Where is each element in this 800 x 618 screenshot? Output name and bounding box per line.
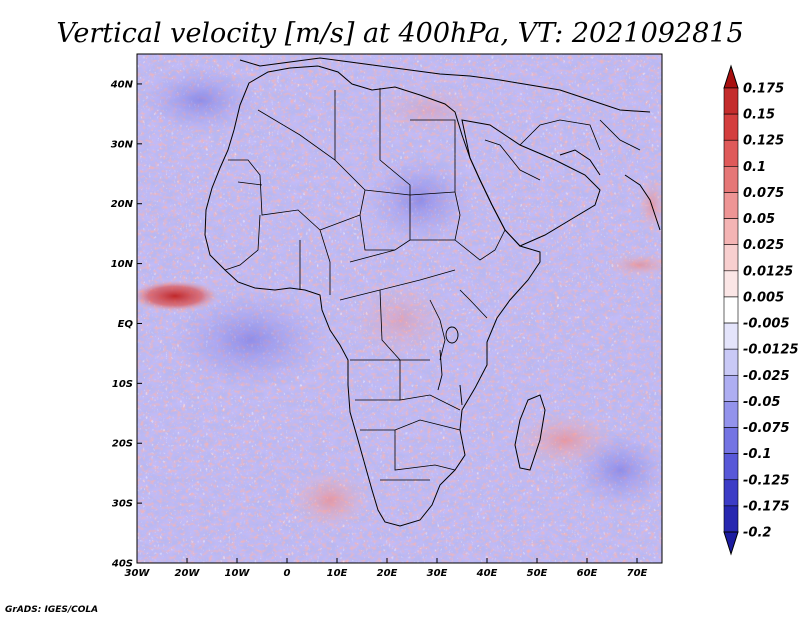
- lake-victoria: [445, 326, 459, 344]
- y-tick-label: 40N: [110, 79, 134, 90]
- colorbar-segment: [723, 296, 739, 324]
- velocity-field: [137, 54, 662, 563]
- colorbar-label: 0.15: [743, 108, 775, 123]
- madagascar-coastline: [514, 394, 546, 471]
- europe-coastline: [239, 57, 651, 113]
- colorbar-segment: [723, 192, 739, 219]
- arabian-sea-updraft: [605, 253, 662, 277]
- x-tick-label: 30W: [125, 568, 151, 579]
- colorbar-label: -0.05: [743, 395, 780, 410]
- lakes: [437, 326, 463, 406]
- y-tick-label: 20N: [111, 199, 134, 210]
- colorbar: 0.175 0.15 0.125 0.1 0.075 0.05 0.025 0.0125 0.0…: [723, 64, 799, 556]
- x-tick-label: 20W: [175, 568, 201, 579]
- coastlines: [204, 57, 661, 527]
- colorbar-segment: [723, 87, 739, 115]
- colorbar-segment: [723, 270, 739, 298]
- x-tick-label: 0: [284, 568, 291, 579]
- colorbar-top-arrow: [723, 64, 739, 89]
- colorbar-label: -0.025: [743, 369, 790, 384]
- colorbar-segment: [723, 322, 739, 350]
- colorbar-label: 0.1: [743, 160, 766, 175]
- y-tick-label: 20S: [112, 439, 133, 450]
- map-frame: [136, 53, 663, 564]
- lake-malawi: [459, 384, 463, 406]
- colorbar-segment: [723, 427, 739, 454]
- colorbar-label: 0.0125: [743, 264, 793, 279]
- colorbar-label: -0.1: [743, 447, 771, 462]
- colorbar-label: -0.005: [743, 317, 790, 332]
- north-atlantic-subsidence: [140, 65, 260, 135]
- lake-tanganyika: [437, 349, 443, 391]
- mediterranean-updraft: [370, 85, 490, 135]
- colorbar-label: 0.175: [743, 82, 784, 97]
- x-tick-label: 10W: [225, 568, 251, 579]
- x-tick-label: 70E: [627, 568, 648, 579]
- x-tick-label: 30E: [427, 568, 448, 579]
- grads-credit: GrADS: IGES/COLA: [5, 605, 98, 615]
- south-indian-subsidence: [570, 430, 662, 510]
- colorbar-segment: [723, 113, 739, 141]
- y-tick-label: 10S: [112, 379, 133, 390]
- x-tick-label: 10E: [327, 568, 348, 579]
- south-atlantic-updraft: [290, 470, 370, 530]
- persian-gulf-coastline: [559, 149, 601, 176]
- figure-title: Vertical velocity [m/s] at 400hPa, VT: 2…: [56, 18, 743, 49]
- x-tick-label: 60E: [577, 568, 598, 579]
- gulf-of-guinea-subsidence: [170, 290, 330, 390]
- longitude-axis: 30W 20W 10W 0 10E 20E 30E 40E 50E 60E 70E: [125, 558, 648, 579]
- x-tick-label: 40E: [476, 568, 498, 579]
- colorbar-label: 0.005: [743, 290, 784, 305]
- colorbar-segment: [723, 244, 739, 272]
- africa-coastline: [204, 65, 541, 527]
- congo-basin-updraft: [350, 280, 450, 360]
- colorbar-label: -0.2: [743, 526, 771, 541]
- x-tick-label: 20E: [377, 568, 398, 579]
- colorbar-segment: [723, 348, 739, 376]
- colorbar-label: 0.125: [743, 134, 784, 149]
- colorbar-label: -0.125: [743, 473, 790, 488]
- colorbar-label: 0.025: [743, 238, 784, 253]
- colorbar-label: 0.075: [743, 186, 784, 201]
- country-borders: [224, 88, 641, 481]
- colorbar-label: -0.175: [743, 499, 790, 514]
- sahara-subsidence: [365, 155, 475, 245]
- latitude-axis: 40N 30N 20N 10N EQ 10S 20S 30S 40S: [110, 79, 142, 570]
- y-tick-label: 40S: [111, 559, 133, 570]
- colorbar-segment: [723, 453, 739, 481]
- colorbar-segment: [723, 166, 739, 193]
- india-coastline: [624, 174, 661, 231]
- colorbar-label: -0.0125: [743, 343, 799, 358]
- x-tick-label: 50E: [527, 568, 548, 579]
- colorbar-segment: [723, 218, 739, 246]
- colorbar-segment: [723, 374, 739, 402]
- colorbar-segment: [723, 505, 739, 533]
- y-tick-label: EQ: [118, 319, 134, 330]
- colorbar-label: -0.075: [743, 421, 790, 436]
- arabia-coastline: [461, 119, 601, 247]
- y-tick-label: 30S: [112, 499, 133, 510]
- colorbar-bottom-arrow: [723, 531, 739, 556]
- y-tick-label: 10N: [111, 259, 134, 270]
- colorbar-label: 0.05: [743, 212, 775, 227]
- colorbar-segment: [723, 479, 739, 507]
- y-tick-label: 30N: [111, 139, 134, 150]
- colorbar-segment: [723, 139, 739, 167]
- colorbar-segment: [723, 401, 739, 428]
